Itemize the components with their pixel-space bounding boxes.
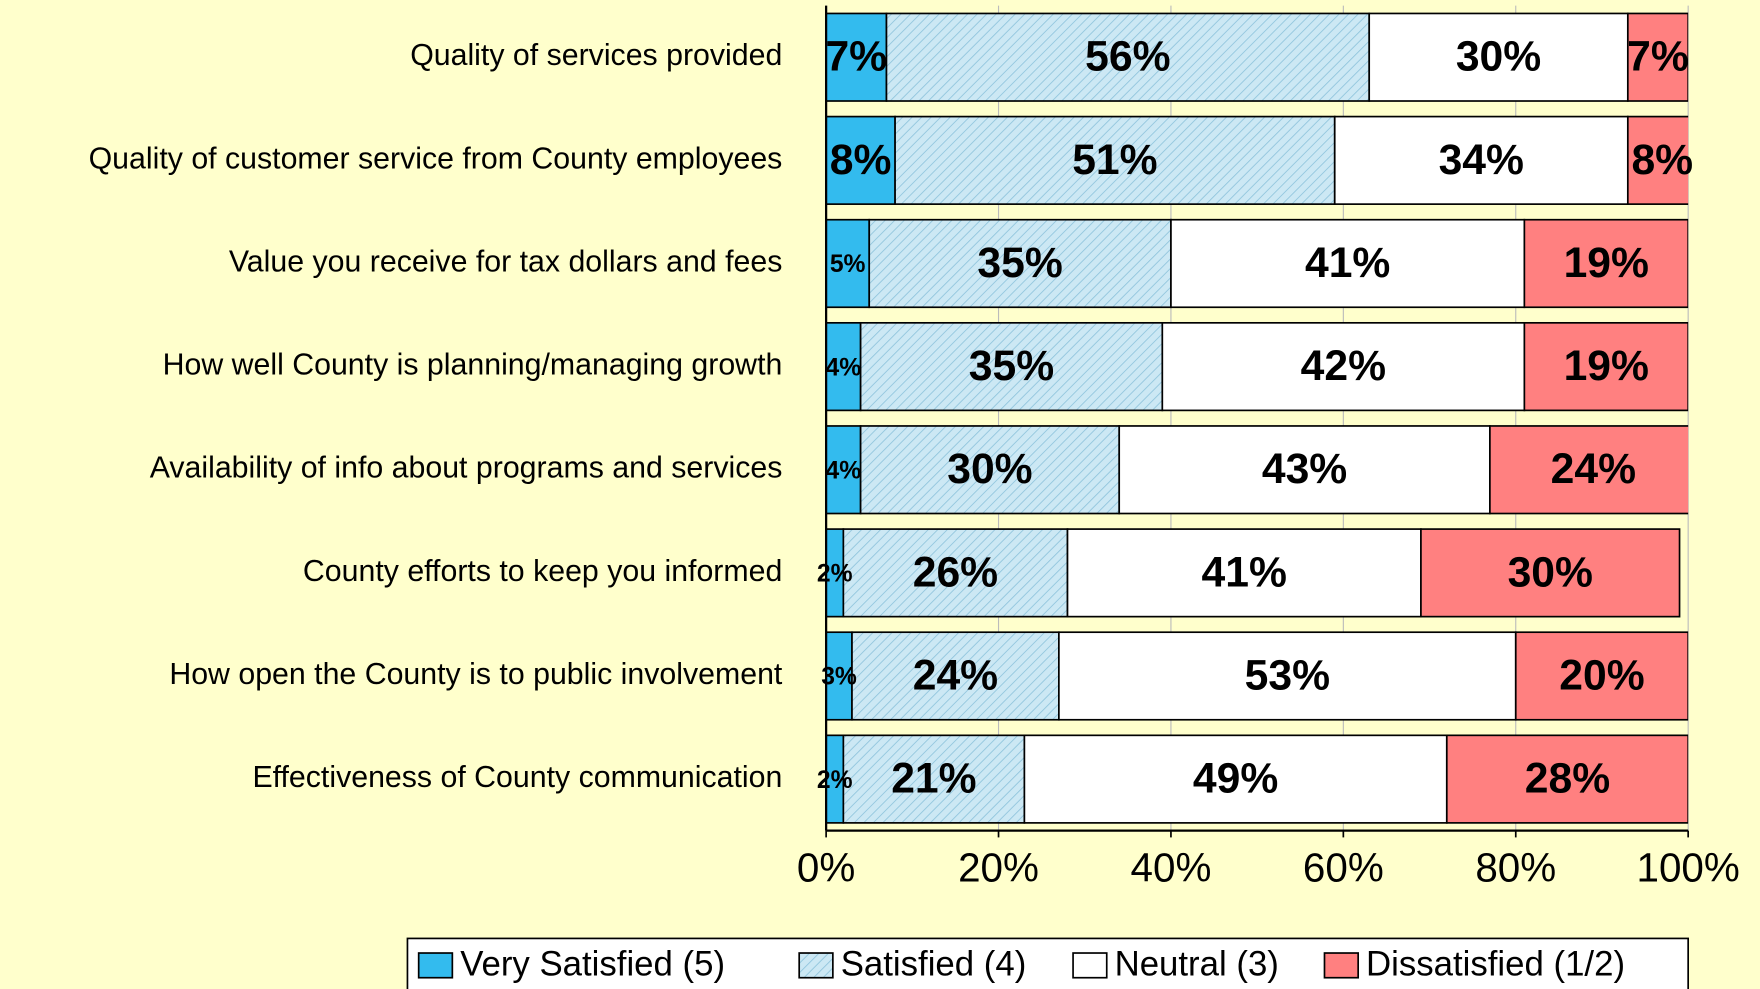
legend-swatch — [1072, 952, 1108, 979]
bar-segment — [1626, 12, 1689, 102]
bar-segment — [885, 12, 1371, 102]
data-label: 41% — [1202, 548, 1287, 596]
bar-segment — [1445, 734, 1689, 824]
legend-label: Very Satisfied (5) — [460, 946, 725, 984]
x-tick-label: 20% — [958, 845, 1039, 891]
category-label: Quality of services provided — [410, 39, 782, 72]
data-label: 19% — [1564, 239, 1649, 287]
data-label: 4% — [826, 457, 862, 484]
bar-segment — [842, 734, 1026, 824]
x-tick-label: 100% — [1637, 845, 1740, 891]
category-label: Availability of info about programs and … — [150, 452, 783, 485]
legend-swatch — [1323, 952, 1360, 979]
data-label: 53% — [1245, 651, 1330, 699]
category-label: How well County is planning/managing gro… — [163, 349, 783, 382]
data-label: 28% — [1525, 755, 1610, 803]
category-label: Value you receive for tax dollars and fe… — [229, 245, 783, 278]
bar-segment — [1523, 218, 1689, 309]
data-label: 21% — [891, 755, 976, 803]
bar-segment — [868, 218, 1172, 309]
category-label: How open the County is to public involve… — [169, 658, 783, 691]
bar-segment — [1523, 321, 1689, 412]
x-tick-label: 60% — [1303, 845, 1384, 891]
bar-segment — [826, 115, 896, 205]
bar-segment — [1066, 528, 1422, 618]
category-label: County efforts to keep you informed — [303, 555, 782, 588]
bar-segment — [1058, 631, 1517, 721]
x-tick-label: 80% — [1475, 845, 1556, 891]
x-tick-label: 0% — [797, 845, 855, 891]
bar-segment — [826, 425, 862, 515]
data-label: 26% — [913, 548, 998, 596]
data-label: 4% — [826, 354, 862, 381]
data-label: 2% — [817, 561, 853, 588]
data-label: 56% — [1085, 33, 1170, 81]
data-label: 2% — [817, 767, 853, 794]
data-label: 8% — [830, 136, 892, 184]
bar-segment — [1420, 528, 1681, 618]
data-label: 34% — [1439, 136, 1524, 184]
legend-swatch — [798, 952, 834, 979]
data-label: 51% — [1072, 136, 1157, 184]
bar-segment — [826, 12, 888, 102]
bar-segment — [1489, 425, 1689, 515]
data-label: 7% — [1627, 33, 1689, 81]
legend-swatch — [417, 952, 454, 979]
bar-segment — [1023, 734, 1448, 824]
legend-box — [406, 937, 1690, 989]
data-label: 24% — [913, 651, 998, 699]
legend-label: Neutral (3) — [1115, 946, 1279, 984]
category-label: Effectiveness of County communication — [252, 761, 782, 794]
data-label: 30% — [1456, 33, 1541, 81]
data-label: 30% — [947, 445, 1032, 493]
bar-segment — [1118, 425, 1491, 515]
data-label: 8% — [1631, 136, 1693, 184]
data-label: 24% — [1551, 445, 1636, 493]
bar-segment — [1170, 218, 1526, 309]
bar-segment — [1368, 12, 1629, 102]
category-label: Quality of customer service from County … — [89, 142, 783, 175]
data-label: 41% — [1305, 239, 1390, 287]
legend-label: Dissatisfied (1/2) — [1366, 946, 1625, 984]
data-label: 35% — [977, 239, 1062, 287]
bar-segment — [1626, 115, 1689, 205]
x-tick-label: 40% — [1131, 845, 1212, 891]
data-label: 7% — [825, 33, 887, 81]
bar-segment — [842, 528, 1069, 618]
legend-label: Satisfied (4) — [841, 946, 1027, 984]
data-label: 19% — [1564, 342, 1649, 390]
bar-segment — [1514, 631, 1689, 721]
bar-segment — [859, 425, 1121, 515]
data-label: 20% — [1559, 651, 1644, 699]
data-label: 42% — [1301, 342, 1386, 390]
data-label: 5% — [830, 251, 866, 278]
data-label: 30% — [1508, 548, 1593, 596]
bar-segment — [826, 321, 862, 412]
bar-segment — [826, 218, 871, 309]
data-label: 35% — [969, 342, 1054, 390]
data-label: 49% — [1193, 755, 1278, 803]
data-label: 43% — [1262, 445, 1347, 493]
